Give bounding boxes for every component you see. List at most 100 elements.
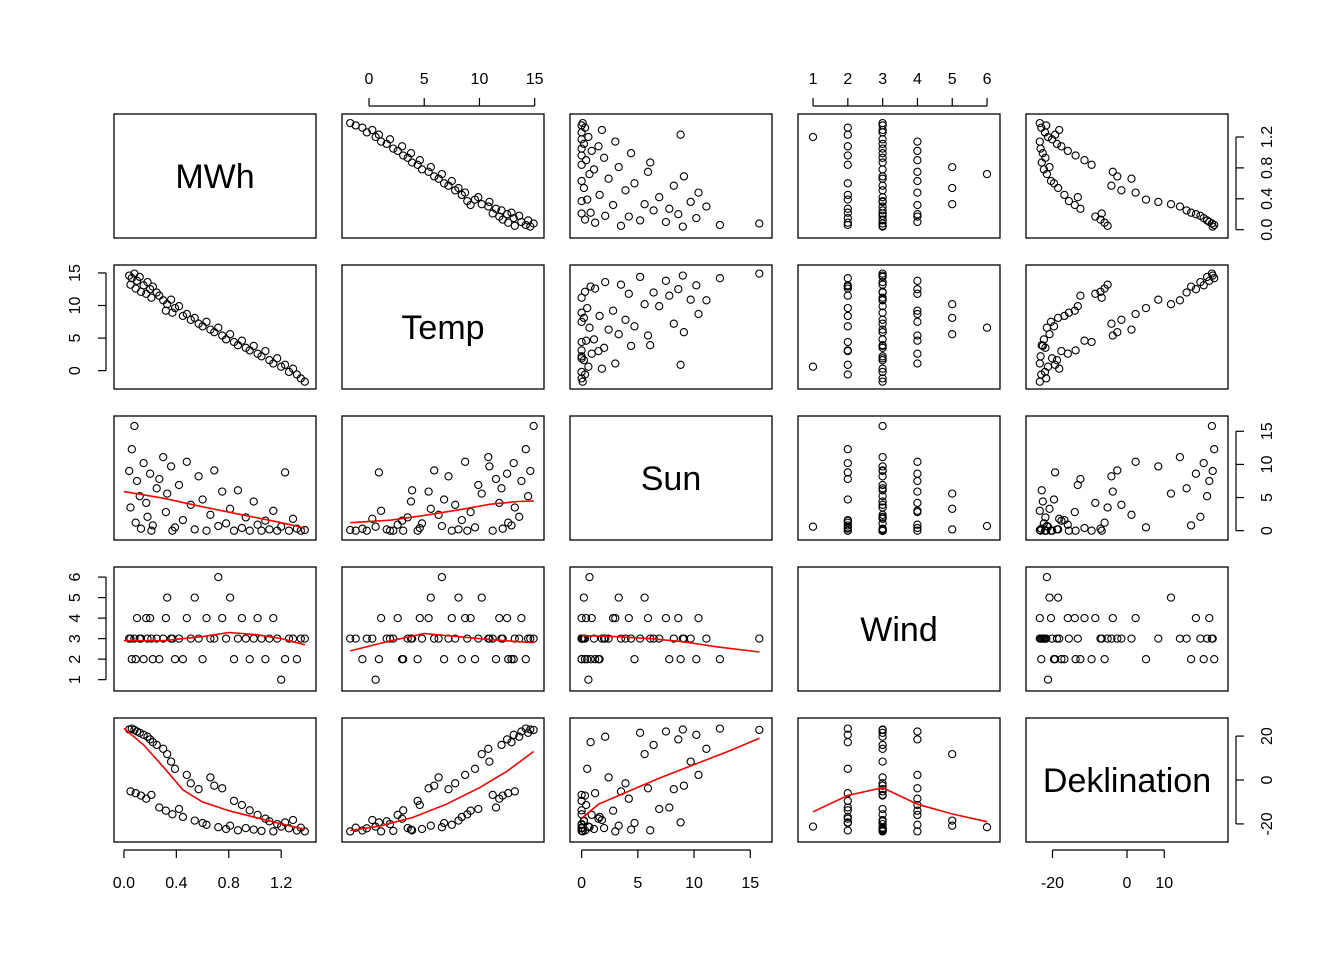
data-point bbox=[521, 724, 530, 733]
data-point bbox=[127, 655, 136, 664]
data-point bbox=[878, 374, 887, 383]
data-point bbox=[221, 519, 231, 528]
panel-frame bbox=[1025, 717, 1229, 843]
data-point bbox=[407, 486, 417, 495]
data-point bbox=[292, 524, 302, 533]
data-point bbox=[1131, 188, 1140, 197]
data-point bbox=[178, 311, 188, 321]
smoother-line bbox=[350, 500, 534, 524]
data-point bbox=[1113, 466, 1122, 475]
data-point bbox=[1091, 212, 1100, 221]
data-point bbox=[406, 825, 416, 834]
data-point bbox=[1071, 655, 1080, 664]
data-point bbox=[878, 367, 887, 377]
data-point bbox=[485, 757, 494, 766]
data-point bbox=[579, 356, 589, 365]
data-point bbox=[665, 803, 674, 812]
data-point bbox=[447, 176, 456, 186]
data-point bbox=[368, 125, 377, 135]
data-point bbox=[288, 364, 298, 373]
data-point bbox=[1037, 123, 1046, 132]
data-point bbox=[1141, 655, 1151, 664]
data-point bbox=[517, 476, 526, 486]
data-point bbox=[198, 495, 207, 504]
data-point bbox=[521, 445, 530, 454]
data-point bbox=[599, 823, 609, 833]
data-point bbox=[515, 732, 524, 741]
data-point bbox=[168, 810, 177, 819]
panel-frame bbox=[341, 264, 545, 390]
data-point bbox=[152, 634, 161, 643]
data-point bbox=[474, 480, 483, 490]
data-point bbox=[1050, 360, 1060, 369]
data-point bbox=[878, 165, 887, 174]
data-point bbox=[152, 740, 161, 750]
tick-label: 0.8 bbox=[218, 875, 240, 892]
data-point bbox=[371, 522, 380, 531]
tick-label: 5 bbox=[633, 875, 642, 892]
data-point bbox=[148, 282, 157, 291]
data-point bbox=[1141, 303, 1151, 313]
tick-label: 2 bbox=[843, 71, 852, 88]
data-point bbox=[878, 277, 887, 287]
data-point bbox=[1037, 524, 1046, 533]
data-point bbox=[358, 524, 367, 533]
data-point bbox=[509, 730, 518, 739]
data-point bbox=[1087, 337, 1096, 347]
data-point bbox=[174, 804, 184, 814]
panel-frame bbox=[1025, 566, 1229, 692]
tick-label: 20 bbox=[1259, 727, 1276, 745]
data-point bbox=[679, 781, 689, 790]
data-point bbox=[586, 282, 595, 291]
data-point bbox=[601, 277, 610, 287]
data-point bbox=[346, 827, 355, 836]
data-point bbox=[843, 322, 852, 331]
data-point bbox=[127, 445, 136, 454]
data-point bbox=[669, 634, 678, 643]
data-point bbox=[878, 757, 887, 766]
data-point bbox=[679, 172, 689, 181]
data-point bbox=[457, 515, 466, 525]
data-point bbox=[1182, 484, 1191, 493]
data-point bbox=[913, 469, 922, 478]
data-point bbox=[1182, 206, 1191, 215]
data-point bbox=[182, 770, 191, 780]
data-point bbox=[1117, 315, 1126, 324]
data-point bbox=[878, 186, 887, 195]
data-point bbox=[702, 744, 711, 753]
tick-label: 0 bbox=[1259, 526, 1276, 535]
data-point bbox=[437, 521, 447, 531]
data-point bbox=[1052, 356, 1062, 365]
data-point bbox=[517, 613, 526, 623]
data-point bbox=[277, 522, 286, 531]
data-point bbox=[715, 655, 725, 664]
data-point bbox=[1199, 458, 1208, 468]
data-point bbox=[521, 655, 530, 664]
data-point bbox=[393, 146, 402, 156]
data-point bbox=[1087, 160, 1096, 169]
data-point bbox=[194, 785, 203, 794]
data-point bbox=[878, 744, 887, 753]
data-point bbox=[495, 794, 504, 803]
data-point bbox=[1053, 593, 1063, 602]
data-point bbox=[284, 824, 294, 833]
data-point bbox=[1052, 525, 1062, 534]
data-point bbox=[843, 796, 852, 806]
data-point bbox=[399, 151, 408, 160]
data-point bbox=[376, 506, 386, 515]
data-point bbox=[692, 730, 701, 739]
panel-frame bbox=[569, 415, 773, 541]
smoother-line bbox=[123, 631, 306, 646]
right-axis-deklination: -20 0 20 bbox=[1235, 727, 1276, 835]
data-point bbox=[1191, 285, 1201, 294]
data-point bbox=[261, 346, 270, 356]
data-point bbox=[597, 815, 607, 825]
data-point bbox=[131, 655, 140, 664]
data-point bbox=[913, 735, 922, 744]
data-point bbox=[597, 364, 607, 373]
data-point bbox=[358, 826, 367, 835]
data-point bbox=[678, 725, 687, 734]
data-point bbox=[843, 337, 852, 347]
data-point bbox=[913, 156, 922, 165]
data-point bbox=[507, 208, 516, 217]
